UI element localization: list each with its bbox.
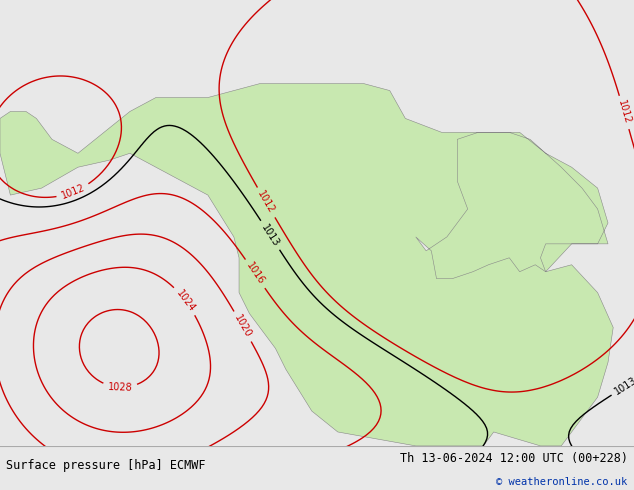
Text: 1016: 1016 [244, 261, 266, 287]
Text: 1028: 1028 [108, 382, 133, 392]
Text: 1012: 1012 [60, 183, 86, 201]
Text: Surface pressure [hPa] ECMWF: Surface pressure [hPa] ECMWF [6, 459, 206, 472]
Text: Th 13-06-2024 12:00 UTC (00+228): Th 13-06-2024 12:00 UTC (00+228) [399, 452, 628, 465]
Text: © weatheronline.co.uk: © weatheronline.co.uk [496, 477, 628, 487]
Text: 1024: 1024 [174, 288, 197, 314]
Text: 1012: 1012 [256, 189, 276, 216]
Text: 1020: 1020 [232, 313, 253, 340]
Polygon shape [0, 84, 613, 446]
Text: 1013: 1013 [259, 222, 281, 248]
Text: 1012: 1012 [616, 99, 632, 125]
Text: 1013: 1013 [613, 375, 634, 396]
